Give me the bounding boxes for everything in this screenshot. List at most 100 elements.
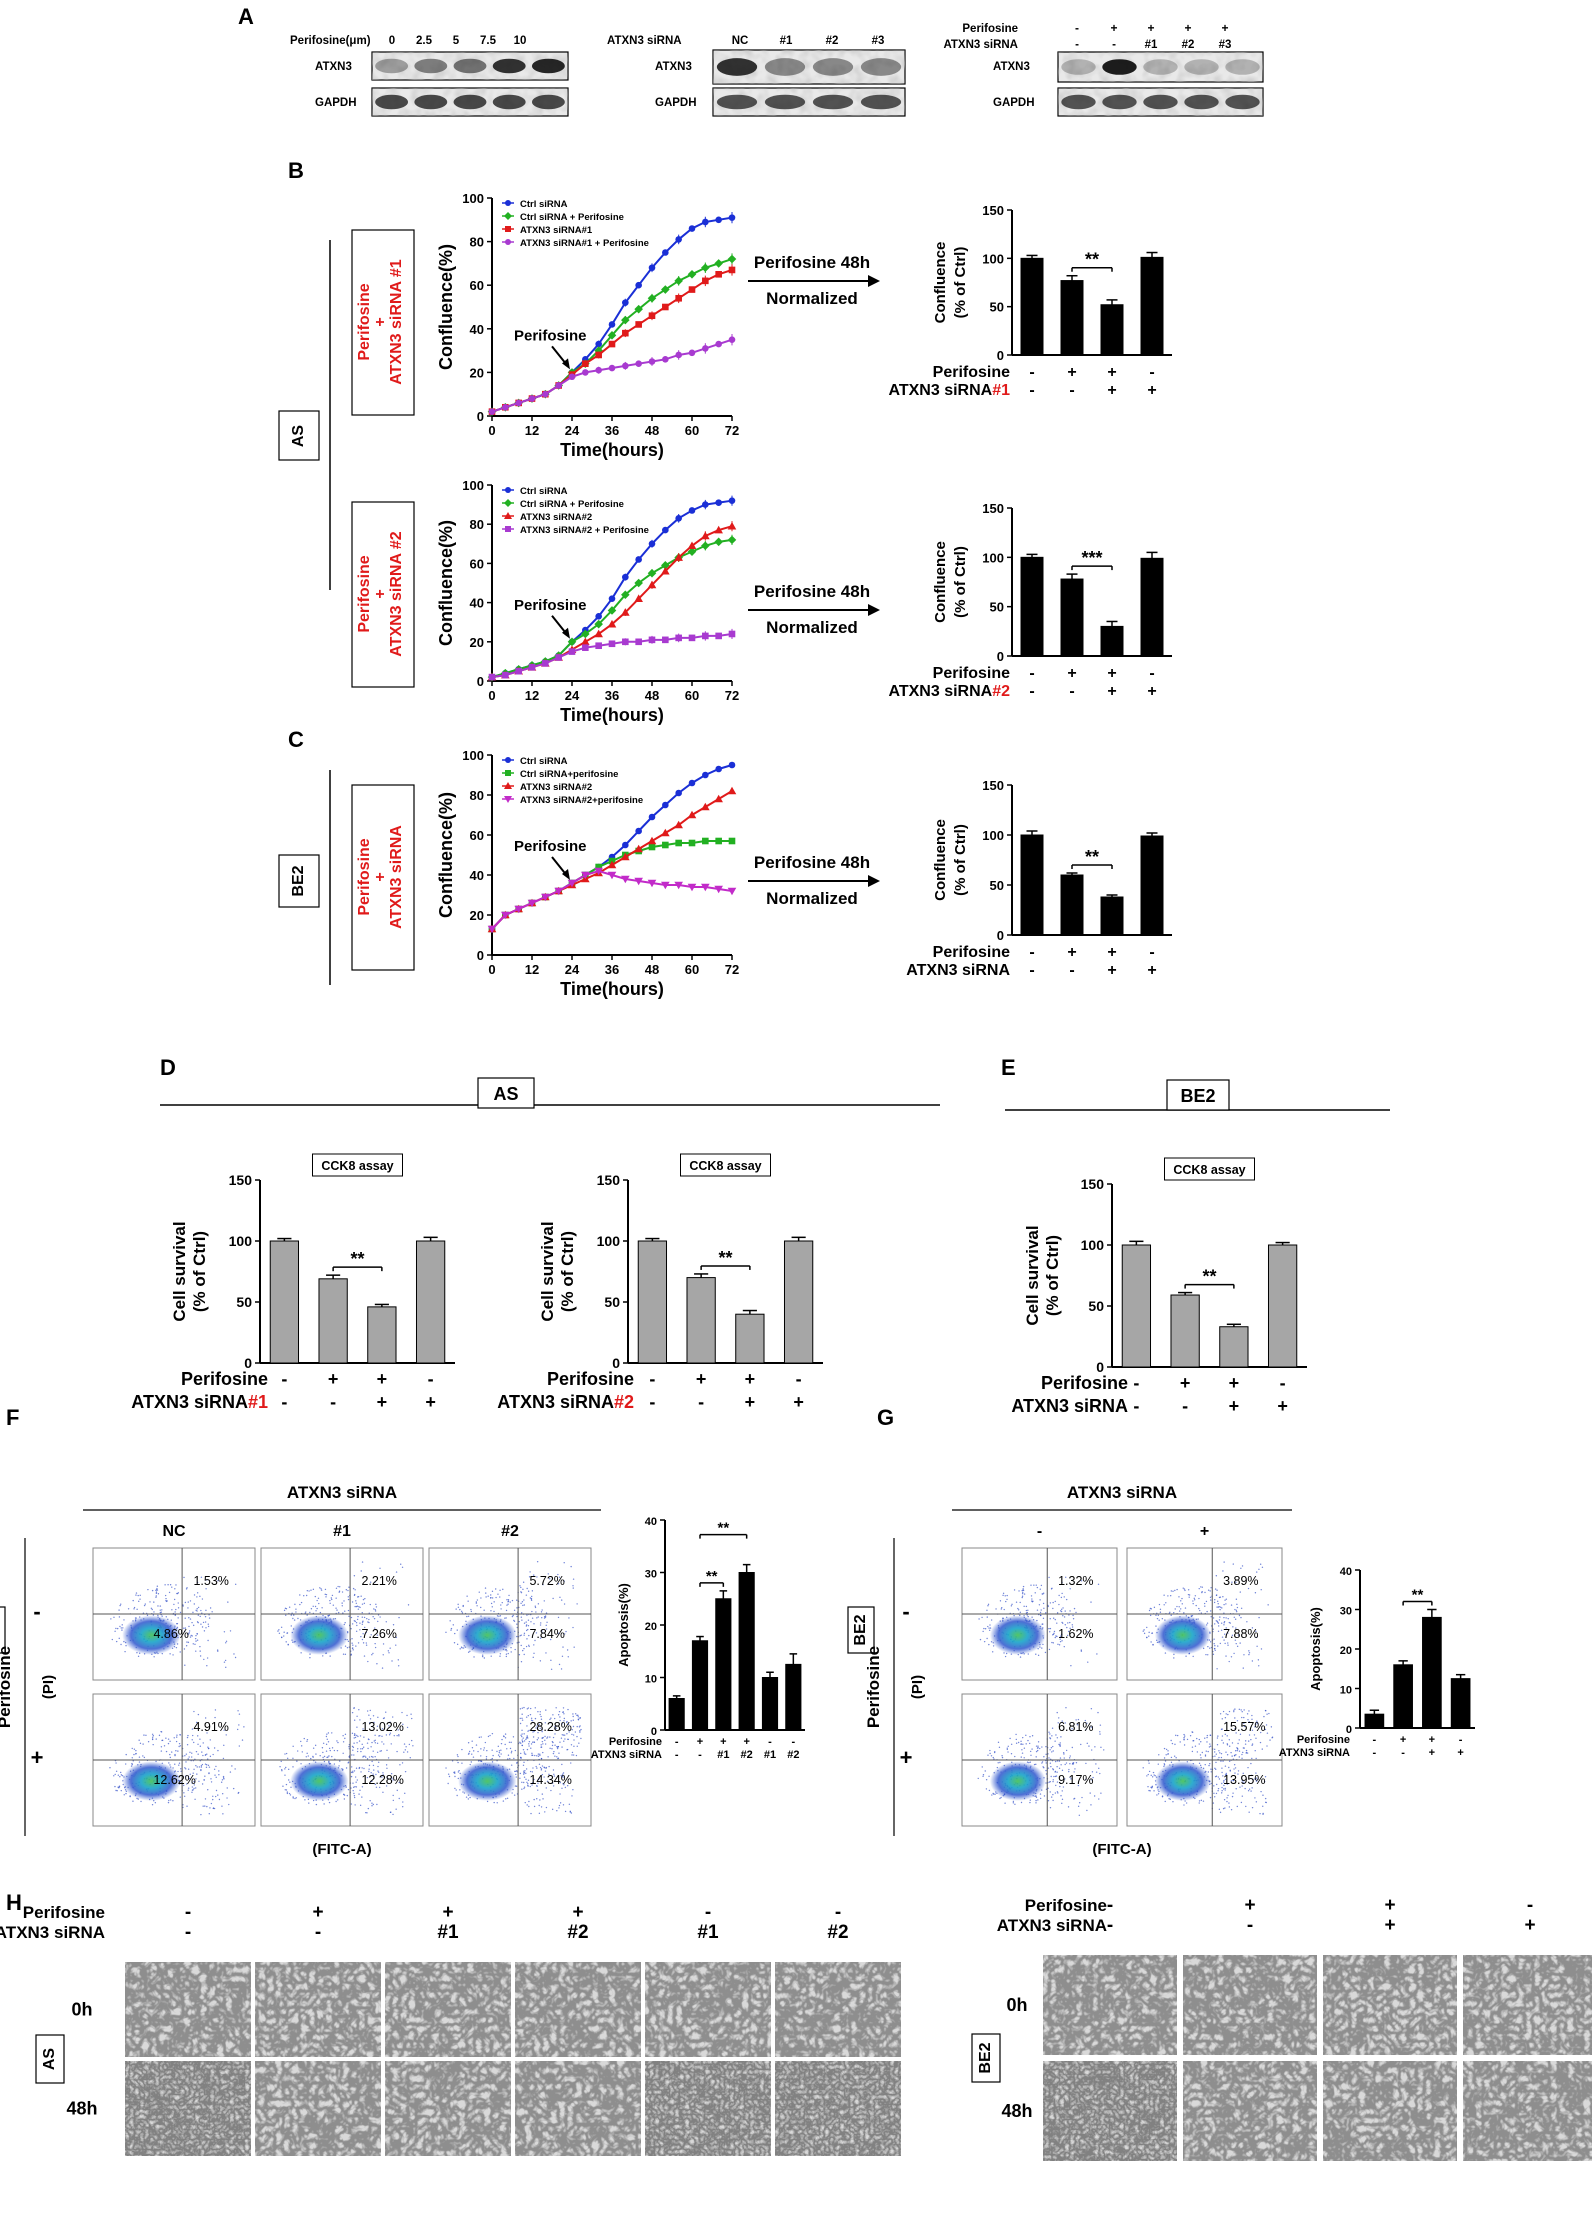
condition-sign: + (1067, 364, 1076, 381)
chart-point (688, 286, 696, 293)
h-sign: - (1247, 1915, 1253, 1936)
row-label-perifosine: Perifosine (181, 1369, 268, 1389)
chart-point (527, 899, 537, 908)
chart-point (647, 879, 657, 888)
condition-sign: - (330, 1392, 336, 1412)
y-axis-title: Confluence (932, 541, 949, 623)
chart-point (568, 648, 576, 655)
band (1102, 94, 1137, 110)
bar (738, 1572, 755, 1731)
ur-percent: 2.21% (361, 1574, 396, 1588)
y-tick-label: 100 (462, 191, 484, 206)
h-sign: - (315, 1922, 321, 1943)
condition-sign: #2 (741, 1749, 753, 1761)
row-label-siRNA: ATXN3 siRNA (1011, 1396, 1128, 1416)
condition-sign: + (1147, 382, 1156, 399)
chart-point (541, 893, 550, 902)
micrograph (1183, 2061, 1317, 2161)
condition-sign: #1 (764, 1749, 776, 1761)
y-tick-label: 10 (645, 1674, 657, 1686)
chart-point (502, 403, 509, 411)
chart-point (635, 360, 642, 367)
x-axis-title: Time(hours) (560, 705, 664, 725)
chart-point (502, 671, 509, 679)
flow-side-group: BE2 (852, 1614, 869, 1645)
micrograph (255, 1962, 381, 2057)
ur-percent: 6.81% (1058, 1720, 1093, 1734)
y-tick-label: 60 (470, 278, 484, 293)
y-tick-label: 0 (612, 1355, 620, 1371)
band (414, 58, 448, 74)
assay-title: CCK8 assay (321, 1159, 393, 1173)
panel-letter-h: H (6, 1890, 22, 1915)
micrograph (1043, 2061, 1177, 2161)
chart-point (662, 841, 669, 849)
lr-percent: 7.26% (361, 1627, 396, 1641)
chart-point (505, 239, 511, 245)
lr-percent: 7.88% (1223, 1627, 1258, 1641)
band (1184, 59, 1219, 75)
h-sign: #1 (437, 1922, 459, 1943)
chart-point (647, 568, 657, 578)
x-tick-label: 72 (725, 688, 739, 703)
significance-label: ** (706, 1568, 718, 1585)
chart-point (595, 642, 602, 650)
chart-point (608, 340, 616, 348)
significance-label: ** (1412, 1587, 1424, 1604)
lane-sign: - (1112, 39, 1116, 51)
chart-point (505, 226, 511, 232)
chart-point (701, 531, 710, 540)
y-tick-label: 100 (1081, 1237, 1105, 1253)
bar (1020, 834, 1044, 936)
micrograph (1323, 2061, 1457, 2161)
side-label-as: AS (290, 425, 307, 448)
chart-point (662, 526, 669, 534)
chart-point (647, 293, 657, 303)
chart-point (505, 770, 511, 776)
bar (1060, 280, 1084, 356)
x-tick-label: 24 (565, 688, 580, 703)
chart-point (501, 911, 510, 920)
ur-percent: 28.28% (529, 1720, 571, 1734)
lane-label: 7.5 (480, 35, 497, 47)
chart-point (715, 632, 722, 640)
chart-point (608, 640, 616, 648)
chart-point (621, 608, 630, 616)
band-label-atxn3: ATXN3 (655, 61, 692, 73)
condition-sign: + (1107, 364, 1116, 381)
h-time-label: 0h (1006, 1995, 1027, 2015)
flow-column-label: #2 (501, 1523, 519, 1540)
row-label-siRNA: ATXN3 siRNA#2 (497, 1392, 634, 1412)
micrograph (1463, 2061, 1592, 2161)
condition-sign: - (768, 1736, 772, 1748)
bar (735, 1313, 765, 1364)
y-axis-title: Cell survival (538, 1221, 557, 1321)
row-label-perifosine: Perifosine (933, 364, 1010, 381)
chart-b2-bar: 0 50 100 150 Confluence (% of Ctrl) *** Perifos… (888, 501, 1172, 700)
chart-point (528, 663, 536, 671)
chart-point (675, 294, 682, 302)
y-axis-title-unit: (% of Ctrl) (952, 824, 969, 896)
e-group-label: BE2 (1180, 1086, 1215, 1106)
y-axis-title: Cell survival (170, 1221, 189, 1321)
chart-point (595, 863, 602, 871)
chart-point (728, 336, 736, 344)
box3-line1: Perifosine (356, 838, 373, 915)
y-tick-label: 30 (1340, 1606, 1352, 1618)
lr-percent: 9.17% (1058, 1773, 1093, 1787)
flow-plot: 15.57% 13.95% (1126, 1693, 1283, 1827)
bar (1140, 256, 1164, 356)
normalize-arrows: Perifosine 48h Normalized Perifosine 48h… (748, 253, 880, 908)
significance-label: ** (1202, 1267, 1216, 1287)
chart-point (728, 761, 736, 769)
chart-point (647, 836, 657, 845)
condition-sign: - (281, 1369, 287, 1389)
row-label-perifosine: Perifosine (933, 665, 1010, 682)
significance-label: ** (1085, 847, 1099, 867)
y-tick-label: 20 (470, 908, 484, 923)
d-group-label: AS (493, 1084, 518, 1104)
chart-point (727, 887, 737, 896)
condition-sign: + (1147, 683, 1156, 700)
band (860, 58, 902, 76)
chart-point (688, 225, 696, 232)
